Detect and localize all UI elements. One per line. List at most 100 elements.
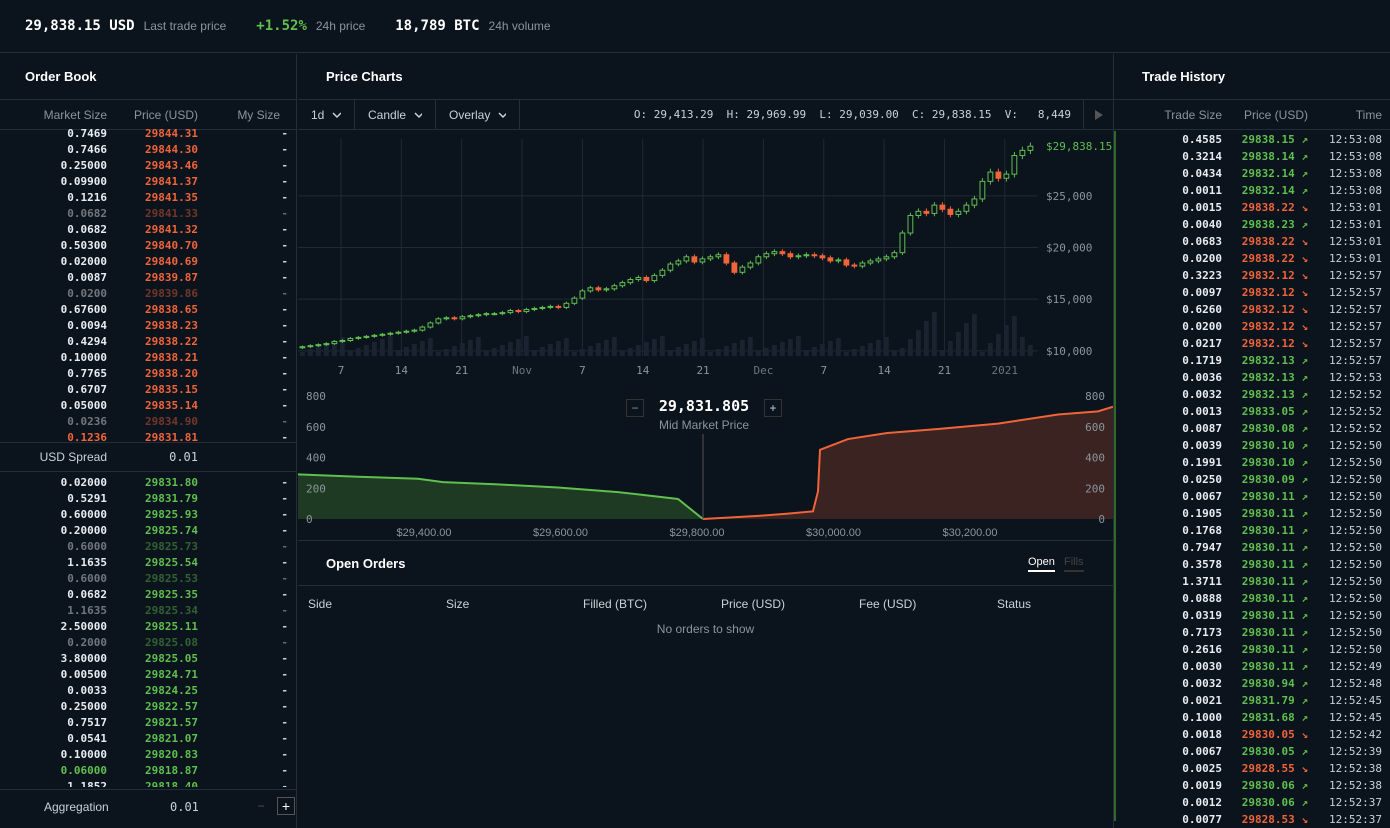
mid-market-box: − 29,831.805 Mid Market Price + — [624, 397, 784, 432]
order-book-row[interactable]: 1.1635 29825.34 - — [0, 603, 296, 619]
chart-type-select[interactable]: Candle — [355, 99, 436, 130]
order-book-row[interactable]: 0.60000 29825.93 - — [0, 507, 296, 523]
time-axis-tick: 2021 — [992, 364, 1019, 377]
order-book-row[interactable]: 0.25000 29843.46 - — [0, 158, 296, 174]
order-book-row[interactable]: 0.1216 29841.35 - — [0, 190, 296, 206]
order-book-row[interactable]: 0.0033 29824.25 - — [0, 683, 296, 699]
order-price: 29822.57 — [145, 700, 198, 713]
order-book-row[interactable]: 0.10000 29838.21 - — [0, 350, 296, 366]
tab-fills[interactable]: Fills — [1064, 556, 1084, 572]
trade-time: 12:52:50 — [1329, 456, 1382, 469]
order-book-row[interactable]: 0.1236 29831.81 - — [0, 430, 296, 442]
order-book-row[interactable]: 0.02000 29831.80 - — [0, 475, 296, 491]
order-size: 0.7466 — [67, 143, 107, 156]
order-size: 0.6000 — [67, 572, 107, 585]
chevron-down-icon — [414, 111, 422, 118]
trade-price-value: 29830.08 — [1241, 422, 1295, 435]
trade-row: 0.7947 29830.11 ↗ 12:52:50 — [1114, 539, 1390, 556]
candle — [643, 276, 650, 282]
volume-bar — [868, 343, 873, 356]
depth-zoom-out-button[interactable]: − — [626, 399, 644, 417]
order-book-header: Order Book — [0, 54, 296, 100]
time-axis-tick: 21 — [455, 364, 468, 377]
arrow-up-right-icon: ↗ — [1294, 779, 1308, 792]
volume-bar — [324, 343, 329, 356]
col-trade-time: Time — [1355, 107, 1382, 122]
candle — [571, 297, 578, 304]
chart-play-button[interactable] — [1083, 99, 1113, 130]
time-axis-tick: 7 — [820, 364, 827, 377]
tab-open[interactable]: Open — [1028, 556, 1055, 572]
depth-zoom-in-button[interactable]: + — [764, 399, 782, 417]
order-book-row[interactable]: 0.6707 29835.15 - — [0, 382, 296, 398]
order-book-row[interactable]: 3.80000 29825.05 - — [0, 651, 296, 667]
order-book-row[interactable]: 2.50000 29825.11 - — [0, 619, 296, 635]
order-book-row[interactable]: 0.25000 29822.57 - — [0, 699, 296, 715]
asks-list[interactable]: 0.7469 29844.31 - 0.7466 29844.30 - 0.25000 298… — [0, 126, 296, 442]
candle — [547, 305, 554, 308]
open-orders-title: Open Orders — [326, 555, 406, 571]
depth-chart[interactable]: 800 800 600 600 400 400 200 200 0 0 $29,400.00 $29,… — [298, 386, 1113, 546]
order-book-row[interactable]: 0.06000 29818.87 - — [0, 763, 296, 779]
order-book-row[interactable]: 0.0094 29838.23 - — [0, 318, 296, 334]
order-book-row[interactable]: 0.0541 29821.07 - — [0, 731, 296, 747]
arrow-up-right-icon: ↗ — [1294, 507, 1308, 520]
order-book-row[interactable]: 0.0236 29834.90 - — [0, 414, 296, 430]
price-charts-header: Price Charts — [298, 54, 1113, 100]
order-price: 29835.14 — [145, 399, 198, 412]
order-book-row[interactable]: 0.50300 29840.70 - — [0, 238, 296, 254]
order-book-row[interactable]: 0.6000 29825.73 - — [0, 539, 296, 555]
order-price: 29831.80 — [145, 476, 198, 489]
order-book-row[interactable]: 0.10000 29820.83 - — [0, 747, 296, 763]
aggregation-increase-button[interactable]: + — [277, 797, 295, 815]
order-book-row[interactable]: 0.7466 29844.30 - — [0, 142, 296, 158]
trade-row: 0.1719 29832.13 ↗ 12:52:57 — [1114, 352, 1390, 369]
order-book-row[interactable]: 0.02000 29840.69 - — [0, 254, 296, 270]
depth-x-tick: $29,400.00 — [396, 527, 451, 539]
order-book-row[interactable]: 0.5291 29831.79 - — [0, 491, 296, 507]
candle — [619, 282, 626, 287]
order-book-row[interactable]: 0.2000 29825.08 - — [0, 635, 296, 651]
trade-size: 0.0021 — [1182, 694, 1222, 707]
order-book-row[interactable]: 0.0682 29825.35 - — [0, 587, 296, 603]
trade-time: 12:52:57 — [1329, 337, 1382, 350]
order-size: 2.50000 — [60, 620, 107, 633]
arrow-up-right-icon: ↗ — [1294, 677, 1308, 690]
order-book-row[interactable]: 0.05000 29835.14 - — [0, 398, 296, 414]
trade-size: 0.0683 — [1182, 235, 1222, 248]
trade-price: 29828.53 ↘ — [1242, 811, 1308, 828]
depth-y-tick-left: 200 — [306, 482, 326, 495]
volume-bar — [652, 339, 657, 356]
trade-row: 0.0013 29833.05 ↗ 12:52:52 — [1114, 403, 1390, 420]
order-book-row[interactable]: 0.7469 29844.31 - — [0, 126, 296, 142]
order-price: 29844.30 — [145, 143, 198, 156]
order-book-row[interactable]: 0.0682 29841.33 - — [0, 206, 296, 222]
order-book-row[interactable]: 0.0682 29841.32 - — [0, 222, 296, 238]
order-book-row[interactable]: 0.00500 29824.71 - — [0, 667, 296, 683]
aggregation-decrease-button[interactable]: − — [257, 799, 265, 813]
order-book-row[interactable]: 0.0087 29839.87 - — [0, 270, 296, 286]
order-book-row[interactable]: 0.7517 29821.57 - — [0, 715, 296, 731]
order-price: 29838.20 — [145, 367, 198, 380]
order-book-row[interactable]: 1.1852 29818.40 - — [0, 779, 296, 787]
order-book-row[interactable]: 0.0200 29839.86 - — [0, 286, 296, 302]
candlestick-chart[interactable]: $25,000 $20,000 $15,000 $10,000 7 14 21 Nov 7 14 2… — [298, 131, 1113, 379]
trade-price-value: 29830.11 — [1241, 575, 1295, 588]
order-book-row[interactable]: 0.20000 29825.74 - — [0, 523, 296, 539]
trade-price: 29830.11 ↗ — [1242, 539, 1308, 556]
candle — [763, 253, 770, 258]
bids-list[interactable]: 0.02000 29831.80 - 0.5291 29831.79 - 0.60000 29… — [0, 475, 296, 787]
interval-select[interactable]: 1d — [298, 99, 355, 130]
order-size: 0.1216 — [67, 191, 107, 204]
order-book-row[interactable]: 1.1635 29825.54 - — [0, 555, 296, 571]
order-book-row[interactable]: 0.09900 29841.37 - — [0, 174, 296, 190]
order-book-row[interactable]: 0.4294 29838.22 - — [0, 334, 296, 350]
trade-row: 0.3223 29832.12 ↘ 12:52:57 — [1114, 267, 1390, 284]
order-book-row[interactable]: 0.6000 29825.53 - — [0, 571, 296, 587]
open-orders-col: Filled (BTC) — [583, 597, 648, 611]
overlay-select[interactable]: Overlay — [436, 99, 520, 130]
order-price: 29825.74 — [145, 524, 198, 537]
order-book-row[interactable]: 0.7765 29838.20 - — [0, 366, 296, 382]
order-book-row[interactable]: 0.67600 29838.65 - — [0, 302, 296, 318]
trade-price-value: 29831.68 — [1241, 711, 1295, 724]
